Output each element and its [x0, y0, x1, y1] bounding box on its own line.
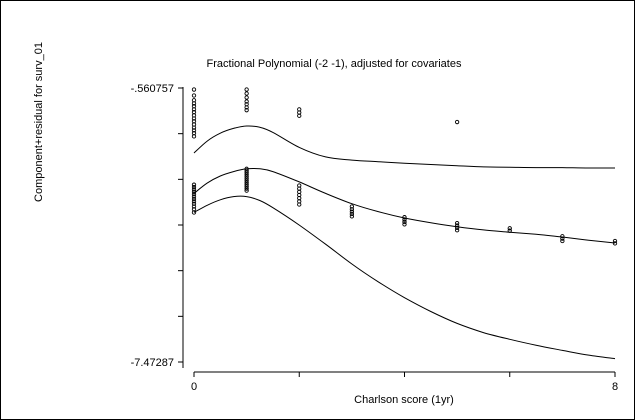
residual-point-34 [244, 166, 249, 171]
residual-point-38 [244, 174, 249, 179]
residual-point-67 [454, 223, 460, 228]
residual-point-3 [191, 101, 197, 106]
residual-point-23 [191, 201, 197, 206]
residual-point-8 [191, 116, 197, 121]
residual-point-5 [191, 107, 197, 112]
residual-point-45 [244, 188, 249, 193]
y-axis-label: Component+residual for surv_01 [33, 42, 45, 202]
residual-point-75 [612, 238, 618, 244]
residual-point-20 [191, 194, 197, 199]
residual-point-63 [402, 219, 407, 225]
residual-point-43 [244, 184, 249, 189]
residual-point-66 [454, 220, 460, 226]
residual-point-40 [244, 178, 249, 183]
residual-point-64 [402, 222, 407, 227]
residual-point-57 [349, 207, 355, 212]
residual-point-62 [402, 217, 407, 222]
residual-point-74 [560, 238, 565, 244]
residual-points [191, 87, 618, 246]
residual-point-1 [191, 93, 197, 98]
residual-point-14 [191, 134, 197, 139]
residual-point-39 [244, 176, 249, 181]
residual-point-19 [191, 192, 197, 197]
lower-curve [193, 195, 616, 360]
residual-point-32 [244, 105, 249, 110]
residual-point-35 [244, 168, 249, 173]
x-axis-label: Charlson score (1yr) [354, 394, 454, 406]
residual-point-69 [454, 228, 460, 233]
residual-point-37 [244, 172, 249, 177]
y-ticks: -.560757 -7.47287 [131, 83, 183, 369]
x-tick-label-4: 8 [612, 381, 618, 393]
residual-point-70 [507, 226, 512, 231]
residual-point-27 [244, 87, 249, 92]
residual-point-59 [349, 211, 355, 217]
residual-point-30 [244, 99, 249, 104]
residual-point-60 [349, 214, 355, 219]
residual-point-48 [297, 113, 302, 118]
residual-point-18 [191, 189, 197, 194]
residual-point-72 [560, 234, 565, 239]
residual-point-12 [191, 128, 197, 133]
residual-point-65 [454, 119, 460, 125]
upper-curve [193, 125, 616, 169]
residual-point-15 [191, 182, 197, 187]
residual-point-16 [191, 184, 197, 190]
residual-point-58 [349, 209, 355, 214]
residual-point-61 [402, 215, 407, 220]
residual-point-71 [507, 228, 512, 233]
residual-point-28 [244, 91, 249, 96]
residual-point-21 [191, 196, 197, 202]
residual-point-33 [244, 108, 249, 113]
residual-point-22 [191, 199, 197, 204]
residual-point-0 [191, 87, 197, 92]
residual-point-17 [191, 187, 197, 192]
residual-point-76 [612, 241, 618, 246]
y-tick-label-6: -7.47287 [131, 357, 174, 369]
series-lines [193, 125, 616, 360]
residual-point-73 [560, 236, 565, 241]
residual-point-36 [244, 170, 249, 175]
x-tick-label-0: 0 [191, 381, 197, 393]
residual-point-26 [191, 210, 197, 215]
residual-point-44 [244, 186, 249, 191]
residual-point-55 [297, 202, 302, 207]
chart-title: Fractional Polynomial (-2 -1), adjusted … [207, 58, 462, 70]
residual-point-24 [191, 204, 197, 209]
residual-point-11 [191, 125, 197, 130]
residual-point-56 [349, 204, 355, 209]
residual-point-41 [244, 180, 249, 185]
residual-point-68 [454, 225, 460, 231]
fit-curve [193, 168, 616, 244]
y-tick-label-0: -.560757 [131, 83, 174, 95]
residual-point-29 [244, 95, 249, 100]
residual-point-42 [244, 182, 249, 187]
